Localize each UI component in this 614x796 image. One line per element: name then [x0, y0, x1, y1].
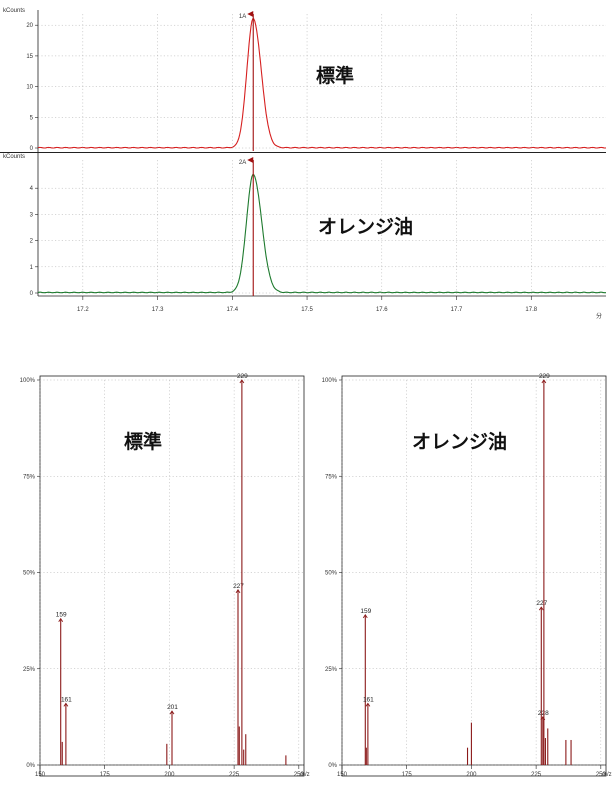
y-tick-label: 0%	[26, 763, 35, 769]
peak-marker	[538, 606, 544, 611]
chromatogram-standard-panel: kCounts 0 5 10 15 20 1A 標準	[0, 8, 607, 153]
y-tick-label: 0%	[328, 763, 337, 769]
plot-frame	[341, 375, 607, 777]
y-axis-title: kCounts	[3, 8, 25, 14]
x-tick-label: 200	[164, 772, 175, 778]
peak-marker	[362, 614, 368, 619]
x-tick-label: 17.6	[376, 307, 388, 313]
peak-label: 161	[363, 696, 374, 703]
panel-label: オレンジ油	[412, 431, 507, 453]
y-tick-label: 100%	[20, 378, 36, 384]
x-tick-label: 250	[294, 772, 305, 778]
peak-marker	[541, 379, 547, 384]
x-tick-label: 150	[35, 772, 46, 778]
x-axis-unit: m/z	[300, 772, 310, 778]
peak-label: 159	[56, 612, 67, 619]
peak-label: 2A	[239, 160, 246, 166]
x-tick-label: 225	[229, 772, 240, 778]
y-tick-label: 4	[30, 186, 34, 192]
plot-frame	[39, 375, 305, 777]
y-tick-label: 0	[30, 291, 34, 297]
x-tick-label: 200	[466, 772, 477, 778]
y-tick-label: 2	[30, 239, 34, 245]
y-tick-label: 100%	[322, 378, 338, 384]
y-tick-label: 1	[30, 265, 34, 271]
peak-label: 201	[167, 704, 178, 711]
peak-marker	[365, 702, 371, 707]
y-tick-label: 50%	[325, 571, 338, 577]
peak-marker-arrow	[247, 157, 254, 163]
y-tick-label: 25%	[325, 667, 338, 673]
peak-label: 161	[61, 696, 72, 703]
peak-label: 229	[237, 373, 248, 380]
y-tick-label: 3	[30, 212, 34, 218]
x-tick-label: 17.8	[525, 307, 537, 313]
x-tick-label: 225	[531, 772, 542, 778]
y-tick-label: 10	[26, 85, 33, 91]
y-tick-label: 75%	[23, 474, 36, 480]
peak-label: 159	[360, 608, 371, 615]
peak-marker	[235, 589, 241, 594]
y-tick-label: 75%	[325, 474, 338, 480]
peak-label: 227	[233, 583, 244, 590]
y-tick-label: 20	[26, 23, 33, 29]
panel-label: オレンジ油	[318, 216, 413, 238]
x-tick-label: 150	[337, 772, 348, 778]
peak-marker	[239, 379, 245, 384]
x-axis-unit: m/z	[602, 772, 612, 778]
peak-marker-arrow	[247, 11, 254, 17]
x-tick-label: 17.2	[77, 307, 89, 313]
peak-label: 1A	[239, 14, 246, 20]
x-axis-title: 分	[596, 312, 602, 320]
panel-label: 標準	[124, 430, 162, 453]
y-tick-label: 15	[26, 54, 33, 60]
x-tick-label: 17.7	[451, 307, 463, 313]
y-tick-label: 5	[30, 115, 34, 121]
panel-label: 標準	[316, 64, 354, 87]
peak-label: 229	[539, 373, 550, 380]
x-tick-label: 175	[100, 772, 111, 778]
peak-marker	[63, 702, 69, 707]
x-tick-label: 17.3	[152, 307, 164, 313]
peak-label: 227	[536, 600, 547, 607]
y-axis-title: kCounts	[3, 154, 25, 160]
trace-line	[37, 173, 606, 294]
x-tick-label: 17.5	[301, 307, 313, 313]
trace-line	[37, 18, 607, 149]
chromatogram-orange-oil-panel: kCounts 0 1 2 3 4 2A オレンジ油 17.2 17.3 17.4 17.5 17.6 1…	[3, 152, 606, 320]
peak-marker	[169, 710, 175, 715]
y-tick-label: 50%	[23, 571, 36, 577]
peak-marker	[58, 617, 64, 622]
x-tick-label: 17.4	[226, 307, 238, 313]
x-tick-label: 250	[596, 772, 607, 778]
y-tick-label: 0	[30, 146, 34, 152]
x-tick-label: 175	[402, 772, 413, 778]
y-tick-label: 25%	[23, 667, 36, 673]
